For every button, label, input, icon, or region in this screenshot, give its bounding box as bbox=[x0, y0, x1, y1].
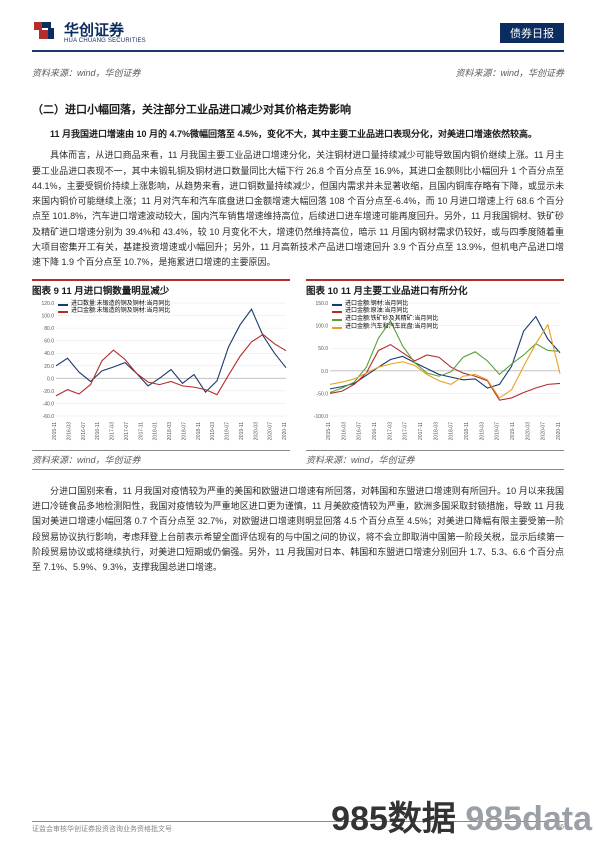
svg-text:2016-07: 2016-07 bbox=[81, 421, 87, 440]
svg-text:2018-07: 2018-07 bbox=[181, 421, 187, 440]
svg-text:60.0: 60.0 bbox=[44, 338, 54, 344]
svg-text:2018-03: 2018-03 bbox=[433, 421, 439, 440]
svg-text:-20.0: -20.0 bbox=[43, 389, 55, 395]
para-lead: 11 月我国进口增速由 10 月的 4.7%微幅回落至 4.5%，变化不大，其中… bbox=[32, 127, 564, 142]
svg-text:2019-03: 2019-03 bbox=[210, 421, 216, 440]
svg-text:150.0: 150.0 bbox=[315, 301, 328, 307]
svg-text:2020-11: 2020-11 bbox=[282, 421, 288, 439]
chart-9-legend: 进口数量:未锻造的铜及铜材:当月同比进口金额:未锻造的铜及铜材:当月同比 bbox=[58, 301, 170, 317]
svg-text:2018-03: 2018-03 bbox=[167, 421, 173, 440]
svg-text:2017-07: 2017-07 bbox=[124, 421, 130, 440]
logo-icon bbox=[32, 20, 58, 46]
section-title: （二）进口小幅回落，关注部分工业品进口减少对其价格走势影响 bbox=[32, 101, 564, 117]
svg-text:2020-03: 2020-03 bbox=[525, 421, 531, 440]
chart-9: -60.0 -40.0 -20.0 0.0 20.0 40.0 60.0 80.0 100.0 1… bbox=[32, 299, 290, 444]
svg-text:2018-11: 2018-11 bbox=[196, 421, 202, 439]
legend-item: 进口金额:铁矿砂及其精矿:当月同比 bbox=[332, 316, 438, 324]
svg-text:2019-07: 2019-07 bbox=[495, 421, 501, 440]
svg-text:2015-11: 2015-11 bbox=[326, 421, 332, 439]
para-body-2: 分进口国别来看，11 月我国对疫情较为严重的美国和欧盟进口增速有所回落，对韩国和… bbox=[32, 484, 564, 576]
svg-text:2019-03: 2019-03 bbox=[479, 421, 485, 440]
charts-row: -60.0 -40.0 -20.0 0.0 20.0 40.0 60.0 80.0 100.0 1… bbox=[32, 299, 564, 444]
svg-text:2017-11: 2017-11 bbox=[138, 421, 144, 439]
svg-text:2018-01: 2018-01 bbox=[153, 421, 159, 440]
svg-text:100.0: 100.0 bbox=[315, 323, 328, 329]
source-left: 资料来源：wind，华创证券 bbox=[32, 66, 141, 79]
svg-text:-100.0: -100.0 bbox=[314, 414, 328, 420]
svg-text:2019-07: 2019-07 bbox=[225, 421, 231, 440]
svg-text:0.0: 0.0 bbox=[321, 368, 328, 374]
para-lead-bold: 11 月我国进口增速由 10 月的 4.7%微幅回落至 4.5%，变化不大，其中… bbox=[50, 129, 537, 139]
logo-subtitle: HUA CHUANG SECURITIES bbox=[64, 38, 146, 44]
footer-left: 证监会审核华创证券投资咨询业务资格批文号 bbox=[32, 824, 172, 834]
svg-text:2020-11: 2020-11 bbox=[556, 421, 562, 439]
doc-type-tag: 债券日报 bbox=[500, 23, 564, 43]
svg-text:50.0: 50.0 bbox=[318, 346, 328, 352]
svg-text:2020-03: 2020-03 bbox=[253, 421, 259, 440]
page-header: 华创证券 HUA CHUANG SECURITIES 债券日报 bbox=[32, 20, 564, 52]
svg-text:-40.0: -40.0 bbox=[43, 401, 55, 407]
chart-9-title: 图表 9 11 月进口铜数量明显减少 bbox=[32, 279, 290, 297]
svg-text:2016-07: 2016-07 bbox=[357, 421, 363, 440]
svg-text:2016-03: 2016-03 bbox=[341, 421, 347, 440]
svg-text:2018-11: 2018-11 bbox=[464, 421, 470, 439]
watermark-en: 985data bbox=[456, 800, 592, 838]
svg-text:2020-07: 2020-07 bbox=[268, 421, 274, 440]
source-row-top: 资料来源：wind，华创证券 资料来源：wind，华创证券 bbox=[32, 66, 564, 79]
watermark-cn: 985数据 bbox=[331, 800, 456, 838]
chart-10: -100.0 -50.0 0.0 50.0 100.0 150.0 2015-11 2016-… bbox=[306, 299, 564, 444]
svg-text:120.0: 120.0 bbox=[41, 301, 54, 307]
svg-text:0.0: 0.0 bbox=[47, 376, 54, 382]
svg-text:-50.0: -50.0 bbox=[317, 391, 329, 397]
legend-item: 进口金额:未锻造的铜及铜材:当月同比 bbox=[58, 308, 170, 316]
source-row-mid: 资料来源：wind，华创证券 资料来源：wind，华创证券 bbox=[32, 450, 564, 470]
svg-text:2017-11: 2017-11 bbox=[418, 421, 424, 439]
svg-text:2017-03: 2017-03 bbox=[387, 421, 393, 440]
svg-text:40.0: 40.0 bbox=[44, 351, 54, 357]
svg-text:2015-11: 2015-11 bbox=[52, 421, 58, 439]
svg-text:-60.0: -60.0 bbox=[43, 414, 55, 420]
svg-text:2016-11: 2016-11 bbox=[372, 421, 378, 439]
svg-text:2017-03: 2017-03 bbox=[110, 421, 116, 440]
chart-titles-row: 图表 9 11 月进口铜数量明显减少 图表 10 11 月主要工业品进口有所分化 bbox=[32, 279, 564, 297]
svg-text:2018-07: 2018-07 bbox=[449, 421, 455, 440]
logo: 华创证券 HUA CHUANG SECURITIES bbox=[32, 20, 146, 46]
svg-text:2019-11: 2019-11 bbox=[239, 421, 245, 439]
para-body-1: 具体而言，从进口商品来看，11 月我国主要工业品进口增速分化，关注铜材进口量持续… bbox=[32, 148, 564, 270]
svg-text:2019-11: 2019-11 bbox=[510, 421, 516, 439]
svg-text:2020-07: 2020-07 bbox=[541, 421, 547, 440]
svg-text:2017-07: 2017-07 bbox=[403, 421, 409, 440]
chart-10-title: 图表 10 11 月主要工业品进口有所分化 bbox=[306, 279, 564, 297]
watermark: 985数据 985data bbox=[331, 791, 592, 840]
chart-10-legend: 进口金额:钢材:当月同比进口金额:原油:当月同比进口金额:铁矿砂及其精矿:当月同… bbox=[332, 301, 438, 332]
legend-item: 进口金额:汽车和汽车底盘:当月同比 bbox=[332, 324, 438, 332]
svg-text:2016-11: 2016-11 bbox=[95, 421, 101, 439]
source-mid-left: 资料来源：wind，华创证券 bbox=[32, 450, 290, 466]
svg-text:20.0: 20.0 bbox=[44, 363, 54, 369]
logo-title: 华创证券 bbox=[64, 23, 146, 38]
source-mid-right: 资料来源：wind，华创证券 bbox=[306, 450, 564, 466]
source-right: 资料来源：wind，华创证券 bbox=[455, 66, 564, 79]
svg-text:100.0: 100.0 bbox=[41, 313, 54, 319]
svg-text:2016-03: 2016-03 bbox=[66, 421, 72, 440]
svg-text:80.0: 80.0 bbox=[44, 326, 54, 332]
